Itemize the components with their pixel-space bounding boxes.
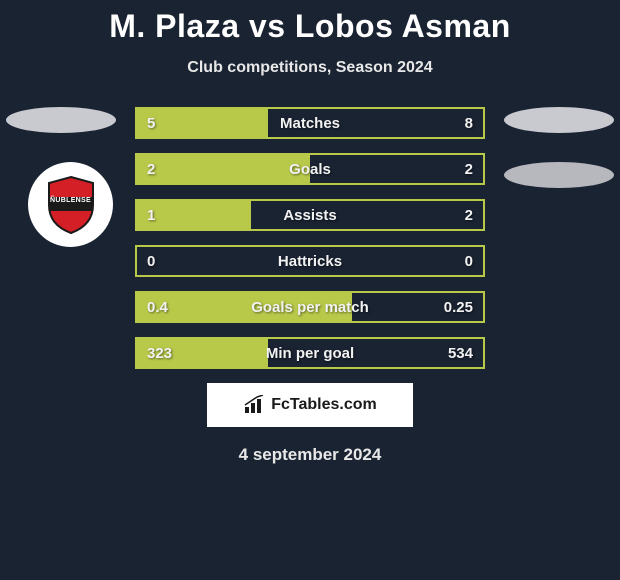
stat-label: Assists: [137, 207, 483, 224]
comparison-area: ÑUBLENSE 5Matches82Goals21Assists20Hattr…: [0, 107, 620, 369]
team-badge-left: ÑUBLENSE: [28, 162, 113, 247]
stat-value-right: 534: [448, 345, 473, 362]
stat-row: 0.4Goals per match0.25: [135, 291, 485, 323]
placeholder-ellipse-right-1: [504, 107, 614, 133]
stat-bars: 5Matches82Goals21Assists20Hattricks00.4G…: [135, 107, 485, 369]
chart-icon: [243, 395, 267, 415]
stat-row: 323Min per goal534: [135, 337, 485, 369]
placeholder-ellipse-left: [6, 107, 116, 133]
date-label: 4 september 2024: [0, 445, 620, 465]
subtitle: Club competitions, Season 2024: [0, 59, 620, 77]
stat-row: 0Hattricks0: [135, 245, 485, 277]
stat-label: Min per goal: [137, 345, 483, 362]
stat-value-right: 2: [465, 161, 473, 178]
stat-label: Hattricks: [137, 253, 483, 270]
stat-row: 5Matches8: [135, 107, 485, 139]
footer-logo[interactable]: FcTables.com: [207, 383, 413, 427]
stat-label: Goals per match: [137, 299, 483, 316]
placeholder-ellipse-right-2: [504, 162, 614, 188]
stat-value-right: 0.25: [444, 299, 473, 316]
stat-label: Matches: [137, 115, 483, 132]
stat-value-right: 0: [465, 253, 473, 270]
footer-logo-text: FcTables.com: [271, 396, 377, 414]
shield-label: ÑUBLENSE: [43, 197, 99, 204]
shield-icon: ÑUBLENSE: [43, 175, 99, 235]
page-title: M. Plaza vs Lobos Asman: [0, 0, 620, 45]
stat-row: 2Goals2: [135, 153, 485, 185]
stat-label: Goals: [137, 161, 483, 178]
stat-value-right: 2: [465, 207, 473, 224]
stat-value-right: 8: [465, 115, 473, 132]
stat-row: 1Assists2: [135, 199, 485, 231]
